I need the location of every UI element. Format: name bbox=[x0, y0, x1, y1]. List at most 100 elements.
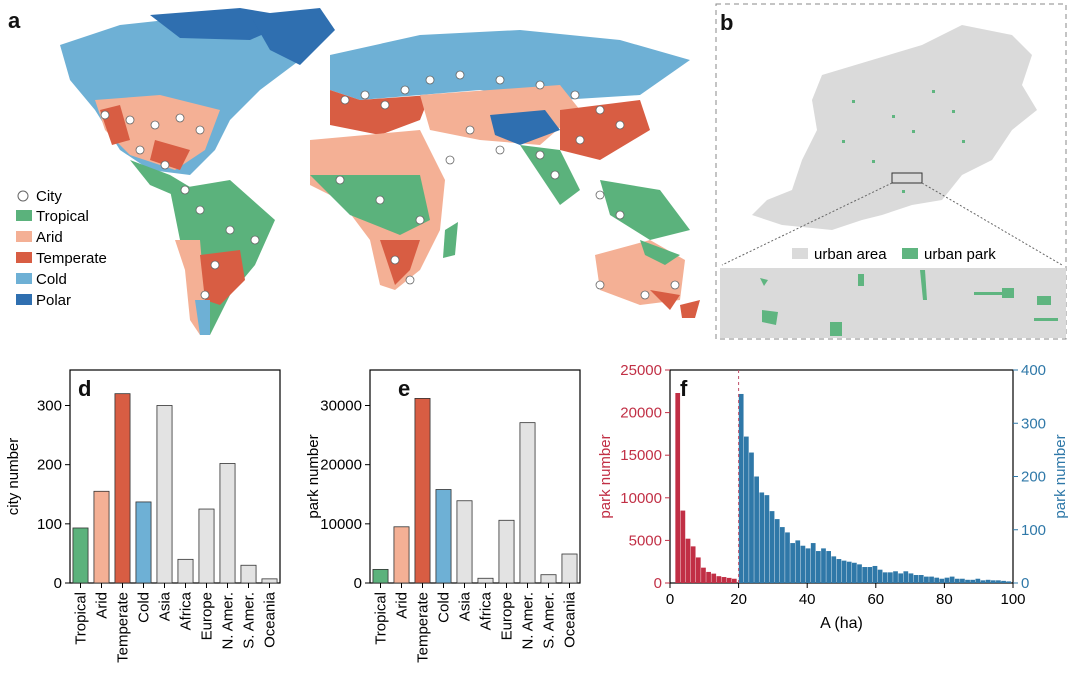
hist-bar-left bbox=[695, 557, 701, 583]
hist-bar-right bbox=[826, 551, 832, 583]
hist-bar-right bbox=[980, 580, 986, 583]
hist-bar-right bbox=[749, 452, 754, 583]
x-tick-label: Temperate bbox=[115, 592, 132, 663]
y-tick-label: 20000 bbox=[320, 457, 362, 474]
x-tick-label: N. Amer. bbox=[220, 592, 237, 650]
australia-landmass bbox=[595, 240, 700, 318]
legend-label-polar: Polar bbox=[36, 292, 71, 309]
right-y-tick-label: 300 bbox=[1021, 415, 1046, 432]
hist-bar-right bbox=[795, 540, 801, 583]
x-tick-label: 60 bbox=[867, 591, 884, 608]
hist-bar-right bbox=[867, 567, 873, 583]
hist-bar-right bbox=[970, 579, 976, 583]
bar-cold bbox=[435, 489, 452, 584]
y-tick-label: 200 bbox=[37, 457, 62, 474]
bar-arid bbox=[393, 526, 410, 584]
bar-africa bbox=[477, 577, 494, 584]
hist-bar-right bbox=[800, 545, 806, 583]
panel-label-a: a bbox=[8, 8, 21, 33]
bar-oceania bbox=[561, 553, 578, 584]
bar-tropical bbox=[372, 568, 389, 584]
legend-swatch-temperate bbox=[16, 252, 32, 263]
hist-bar-left bbox=[721, 577, 727, 583]
x-tick-label: Oceania bbox=[562, 591, 579, 648]
y-tick-label: 30000 bbox=[320, 398, 362, 415]
south-america-landmass bbox=[170, 180, 275, 335]
plot-frame bbox=[669, 369, 1014, 584]
hist-bar-left bbox=[711, 573, 717, 583]
x-tick-label: Africa bbox=[478, 591, 495, 630]
panel-c-zoom-area bbox=[720, 268, 1066, 338]
bar-temperate bbox=[414, 398, 431, 584]
x-tick-label: 80 bbox=[936, 591, 953, 608]
left-y-tick-label: 5000 bbox=[629, 532, 662, 549]
y-tick-label: 0 bbox=[54, 575, 62, 592]
urban-area-shape bbox=[752, 25, 1037, 230]
hist-bar-left bbox=[731, 578, 737, 583]
hist-bar-right bbox=[882, 572, 888, 583]
hist-bar-right bbox=[841, 560, 847, 583]
hist-bar-right bbox=[790, 543, 795, 583]
hist-bar-right bbox=[815, 551, 821, 583]
city-points bbox=[100, 70, 680, 300]
hist-bar-right bbox=[872, 565, 878, 583]
park-number-bar-chart: 0 10000 20000 30000 park number Tropical Arid T… bbox=[305, 369, 581, 663]
hist-bar-right bbox=[759, 492, 765, 583]
city-legend-marker bbox=[17, 190, 29, 202]
bar-n-amer- bbox=[519, 422, 536, 584]
hist-bar-right bbox=[831, 556, 837, 583]
hist-bar-right bbox=[990, 580, 996, 583]
hist-bar-right bbox=[996, 580, 1001, 583]
x-tick-label: 40 bbox=[799, 591, 816, 608]
x-tick-label: Oceania bbox=[262, 591, 279, 648]
x-tick-label: Arid bbox=[94, 592, 111, 619]
bar-africa bbox=[177, 558, 194, 584]
world-climate-map bbox=[60, 8, 700, 335]
hist-bar-right bbox=[1001, 580, 1006, 583]
panel-label-b: b bbox=[720, 10, 734, 35]
left-y-axis-label: park number bbox=[597, 434, 614, 518]
hist-bar-right bbox=[821, 548, 826, 583]
x-tick-label: Europe bbox=[199, 592, 216, 640]
legend-label-tropical: Tropical bbox=[36, 208, 89, 225]
x-axis-label: A (ha) bbox=[820, 615, 863, 632]
africa-landmass bbox=[310, 130, 458, 290]
x-tick-label: Europe bbox=[499, 592, 516, 640]
legend-swatch-tropical bbox=[16, 210, 32, 221]
x-tick-label: 100 bbox=[1000, 591, 1025, 608]
left-y-tick-label: 10000 bbox=[620, 490, 662, 507]
x-tick-label: 0 bbox=[666, 591, 674, 608]
right-y-axis-label: park number bbox=[1052, 434, 1069, 518]
hist-bar-right bbox=[903, 571, 909, 583]
plot-frame bbox=[369, 369, 581, 584]
bar-temperate bbox=[114, 393, 131, 584]
hist-bar-right bbox=[965, 579, 970, 583]
hist-bar-right bbox=[1006, 581, 1012, 583]
hist-bar-right bbox=[939, 578, 945, 583]
bar-s-amer- bbox=[240, 564, 257, 584]
left-y-tick-label: 0 bbox=[654, 575, 662, 592]
bar-europe bbox=[498, 519, 515, 584]
zoom-line-left bbox=[721, 182, 893, 266]
hist-bar-right bbox=[975, 578, 981, 583]
map-legend: City Tropical Arid Temperate Cold Polar bbox=[16, 188, 107, 309]
hist-bar-right bbox=[944, 577, 950, 583]
hist-bar-left bbox=[726, 577, 732, 583]
x-tick-label: 20 bbox=[730, 591, 747, 608]
bar-arid bbox=[93, 490, 110, 584]
legend-label-temperate: Temperate bbox=[36, 250, 107, 267]
eurasia-landmass bbox=[330, 30, 690, 240]
y-tick-label: 10000 bbox=[320, 516, 362, 533]
hist-bar-left bbox=[675, 393, 681, 583]
hist-bar-right bbox=[924, 576, 929, 583]
hist-bar-left bbox=[685, 538, 691, 583]
hist-bar-right bbox=[743, 436, 749, 583]
hist-bar-right bbox=[774, 519, 780, 583]
left-y-tick-label: 20000 bbox=[620, 405, 662, 422]
hist-bar-right bbox=[764, 495, 770, 583]
bar-asia bbox=[456, 500, 473, 584]
x-tick-label: Tropical bbox=[373, 592, 390, 645]
x-tick-label: Temperate bbox=[415, 592, 432, 663]
hist-bar-right bbox=[810, 543, 816, 583]
